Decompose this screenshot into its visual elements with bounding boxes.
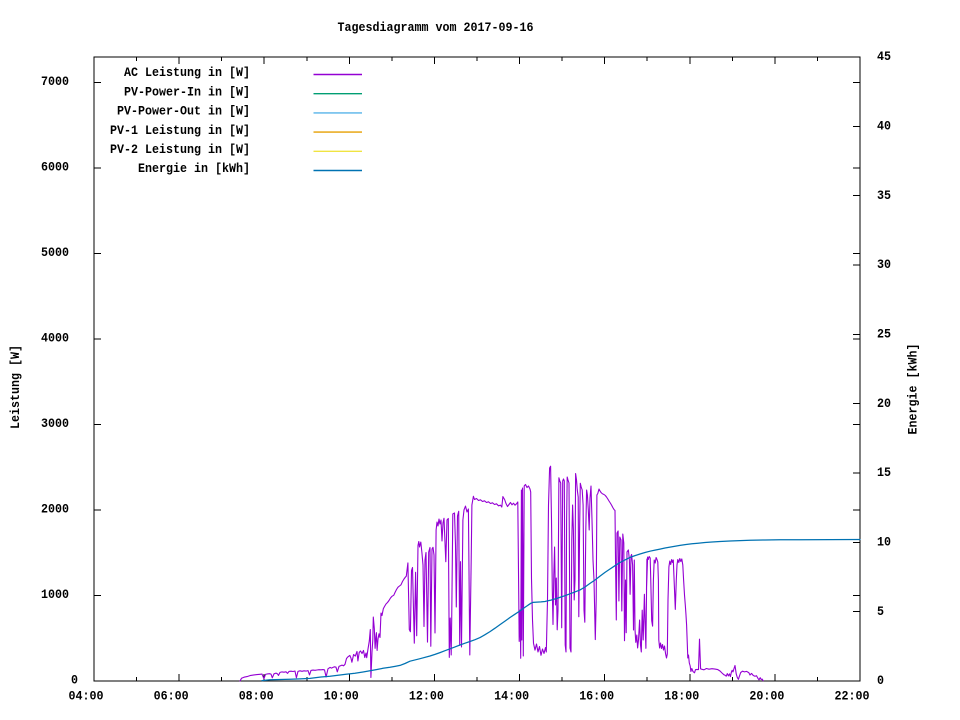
svg-text:14:00: 14:00 <box>494 689 529 704</box>
svg-text:0: 0 <box>877 673 884 688</box>
svg-text:1000: 1000 <box>41 587 69 602</box>
svg-text:PV-Power-In in [W]: PV-Power-In in [W] <box>124 84 250 99</box>
svg-text:PV-Power-Out in [W]: PV-Power-Out in [W] <box>117 104 250 119</box>
svg-text:30: 30 <box>877 257 891 272</box>
svg-text:6000: 6000 <box>41 160 69 175</box>
svg-text:04:00: 04:00 <box>69 689 104 704</box>
svg-text:20: 20 <box>877 396 891 411</box>
svg-text:Leistung [W]: Leistung [W] <box>8 345 23 429</box>
svg-text:PV-2 Leistung in [W]: PV-2 Leistung in [W] <box>110 142 250 157</box>
svg-text:10: 10 <box>877 535 891 550</box>
svg-text:16:00: 16:00 <box>579 689 614 704</box>
svg-text:2000: 2000 <box>41 502 69 517</box>
svg-text:08:00: 08:00 <box>239 689 274 704</box>
svg-text:10:00: 10:00 <box>324 689 359 704</box>
svg-text:25: 25 <box>877 327 891 342</box>
svg-text:40: 40 <box>877 119 891 134</box>
svg-text:22:00: 22:00 <box>835 689 870 704</box>
svg-text:Energie in [kWh]: Energie in [kWh] <box>138 161 250 176</box>
svg-text:7000: 7000 <box>41 74 69 89</box>
svg-text:Energie [kWh]: Energie [kWh] <box>906 344 921 435</box>
svg-text:3000: 3000 <box>41 416 69 431</box>
svg-text:20:00: 20:00 <box>749 689 784 704</box>
svg-text:18:00: 18:00 <box>664 689 699 704</box>
svg-text:5: 5 <box>877 604 884 619</box>
svg-text:06:00: 06:00 <box>154 689 189 704</box>
svg-text:35: 35 <box>877 188 891 203</box>
svg-text:4000: 4000 <box>41 331 69 346</box>
svg-text:5000: 5000 <box>41 245 69 260</box>
svg-text:AC Leistung in [W]: AC Leistung in [W] <box>124 65 250 80</box>
svg-text:12:00: 12:00 <box>409 689 444 704</box>
svg-text:0: 0 <box>71 673 78 688</box>
svg-text:Tagesdiagramm vom 2017-09-16: Tagesdiagramm vom 2017-09-16 <box>338 20 534 35</box>
svg-text:15: 15 <box>877 465 891 480</box>
svg-text:PV-1 Leistung in [W]: PV-1 Leistung in [W] <box>110 123 250 138</box>
svg-text:45: 45 <box>877 49 891 64</box>
